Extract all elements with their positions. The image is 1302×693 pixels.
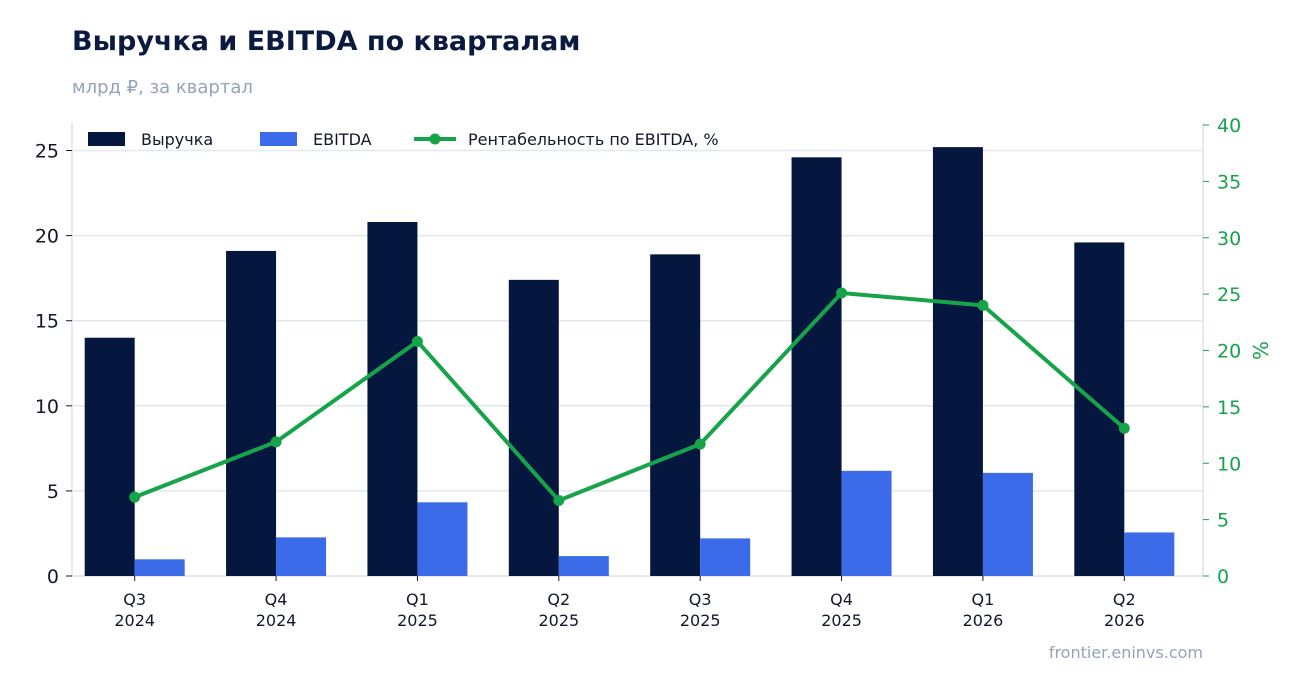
bar-revenue [650, 254, 701, 577]
point-ebitda-margin [411, 335, 423, 347]
x-tick-label-quarter: Q1 [406, 590, 429, 609]
y-right-tick-label: 0 [1217, 566, 1229, 588]
bar-ebitda [276, 537, 327, 576]
point-ebitda-margin [270, 436, 282, 448]
x-tick-label-quarter: Q3 [123, 590, 146, 609]
y-left-tick-label: 5 [47, 481, 59, 503]
x-tick-label-quarter: Q4 [830, 590, 853, 609]
bar-revenue [84, 337, 135, 576]
y-right-tick-label: 30 [1217, 228, 1241, 250]
y-right-axis-label: % [1249, 341, 1273, 360]
y-left-tick-label: 25 [35, 141, 59, 163]
bar-ebitda [982, 472, 1033, 576]
point-ebitda-margin [694, 438, 706, 450]
bar-revenue [508, 279, 559, 576]
x-tick-label-year: 2025 [821, 611, 862, 630]
bar-ebitda [558, 556, 609, 576]
x-tick-label-quarter: Q2 [1113, 590, 1136, 609]
bar-revenue [367, 222, 418, 576]
legend-swatch-margin-marker [429, 133, 441, 145]
y-right-tick-label: 35 [1217, 171, 1241, 193]
x-tick-label-year: 2024 [114, 611, 155, 630]
legend-label-ebitda: EBITDA [313, 130, 372, 149]
bar-ebitda [417, 502, 468, 576]
bar-ebitda [1124, 532, 1175, 576]
bar-ebitda [700, 538, 751, 576]
y-right-tick-label: 20 [1217, 341, 1241, 363]
y-left-tick-label: 10 [35, 396, 59, 418]
x-tick-label-year: 2026 [963, 611, 1004, 630]
bar-revenue [932, 147, 983, 577]
bar-revenue [226, 250, 277, 576]
x-tick-label-year: 2026 [1104, 611, 1145, 630]
source-watermark: frontier.eninvs.com [1048, 643, 1203, 662]
legend-label-revenue: Выручка [141, 130, 213, 149]
y-right-tick-label: 15 [1217, 397, 1241, 419]
x-tick-label-year: 2025 [538, 611, 579, 630]
point-ebitda-margin [977, 299, 989, 311]
y-left-tick-label: 15 [35, 311, 59, 333]
x-tick-label-quarter: Q4 [265, 590, 288, 609]
x-tick-label-year: 2025 [680, 611, 721, 630]
x-tick-label-quarter: Q1 [972, 590, 995, 609]
y-right-tick-label: 25 [1217, 284, 1241, 306]
chart-title: Выручка и EBITDA по кварталам [72, 26, 581, 57]
point-ebitda-margin [129, 491, 141, 503]
bar-revenue [791, 157, 842, 576]
point-ebitda-margin [836, 287, 848, 299]
y-right-tick-label: 5 [1217, 510, 1229, 532]
line-ebitda-margin [133, 290, 1126, 503]
y-left-tick-label: 0 [47, 566, 59, 588]
y-left-tick-label: 20 [35, 226, 59, 248]
point-ebitda-margin [553, 494, 565, 506]
y-right-tick-label: 40 [1217, 115, 1241, 137]
point-ebitda-margin [1118, 422, 1130, 434]
legend-swatch-revenue [88, 132, 125, 146]
x-tick-label-year: 2025 [397, 611, 438, 630]
chart-subtitle: млрд ₽, за квартал [72, 77, 253, 98]
y-right-tick-label: 10 [1217, 453, 1241, 475]
legend-swatch-ebitda [260, 132, 297, 146]
bar-ebitda [134, 559, 185, 576]
bar-ebitda [841, 470, 892, 576]
bar-revenue [1074, 242, 1125, 577]
x-tick-label-quarter: Q3 [689, 590, 712, 609]
legend-label-margin: Рентабельность по EBITDA, % [468, 130, 719, 149]
x-tick-label-year: 2024 [256, 611, 297, 630]
x-tick-label-quarter: Q2 [547, 590, 570, 609]
